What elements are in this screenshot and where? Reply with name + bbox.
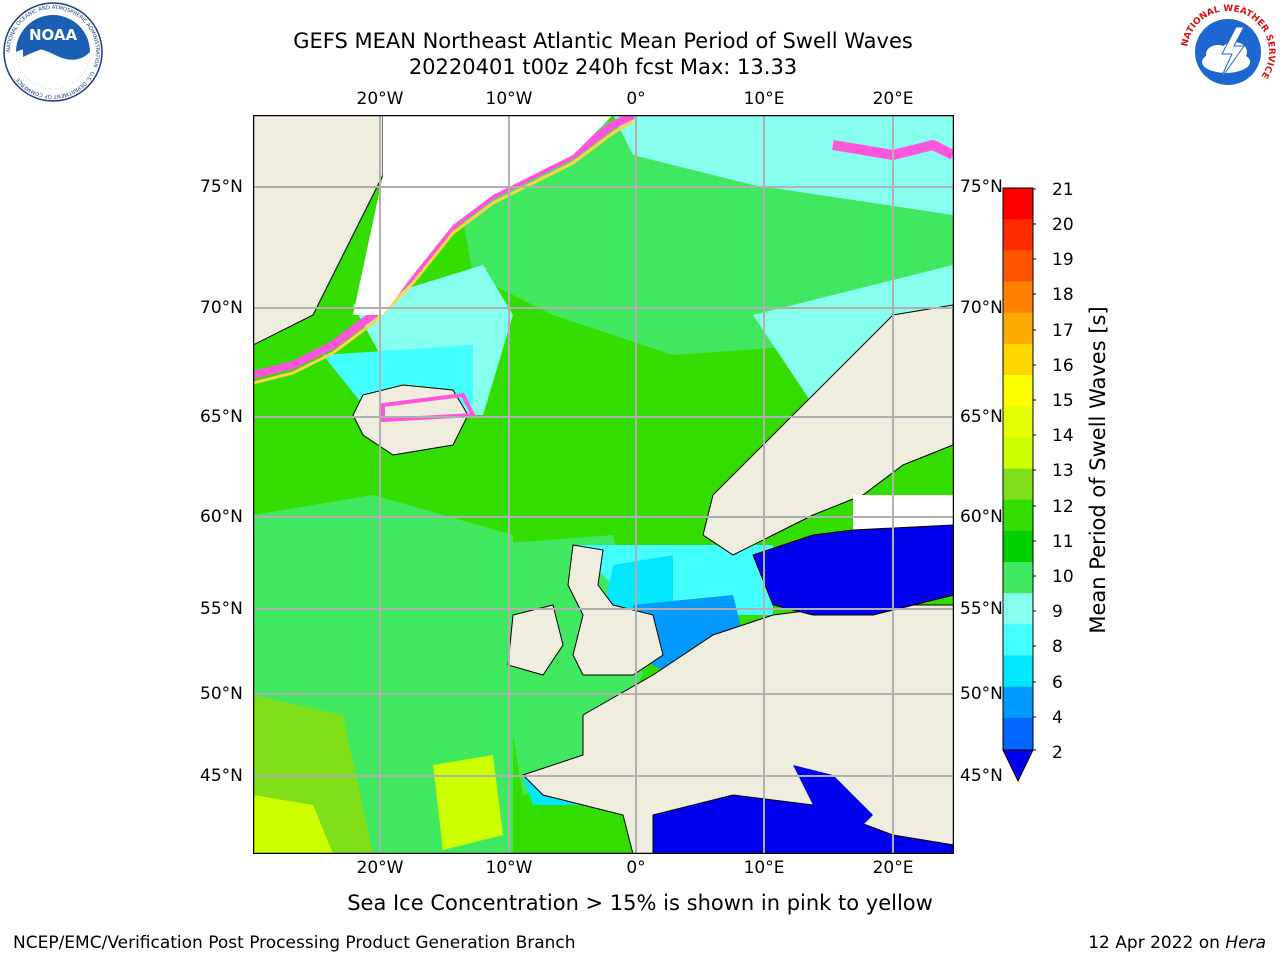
colorbar-tick-4: 4 bbox=[1052, 708, 1063, 728]
noaa-logo: NATIONAL OCEANIC AND ATMOSPHERIC ADMINIS… bbox=[3, 2, 103, 102]
colorbar-segment bbox=[1003, 437, 1033, 469]
colorbar-segment bbox=[1003, 282, 1033, 314]
lat-label-left-75n: 75°N bbox=[200, 177, 243, 197]
lat-label-right-70n: 70°N bbox=[960, 298, 1003, 318]
colorbar-tick-8: 8 bbox=[1052, 637, 1063, 657]
lon-label-top-20w: 20°W bbox=[357, 89, 404, 109]
colorbar-tick-19: 19 bbox=[1052, 250, 1074, 270]
lat-label-left-70n: 70°N bbox=[200, 298, 243, 318]
colorbar-segment bbox=[1003, 250, 1033, 282]
colorbar-segment bbox=[1003, 188, 1033, 220]
lat-label-left-65n: 65°N bbox=[200, 407, 243, 427]
lon-label-top-10e: 10°E bbox=[744, 89, 785, 109]
colorbar-tick-13: 13 bbox=[1052, 461, 1074, 481]
footer-machine: Hera bbox=[1225, 933, 1266, 953]
colorbar bbox=[1000, 187, 1036, 783]
lat-label-right-55n: 55°N bbox=[960, 599, 1003, 619]
colorbar-segment bbox=[1003, 624, 1033, 656]
colorbar-extend-arrow bbox=[1003, 750, 1033, 781]
lon-label-bottom-10e: 10°E bbox=[744, 858, 785, 878]
colorbar-segment bbox=[1003, 313, 1033, 345]
colorbar-segment bbox=[1003, 562, 1033, 594]
colorbar-tick-16: 16 bbox=[1052, 356, 1074, 376]
map-subtitle: 20220401 t00z 240h fcst Max: 13.33 bbox=[0, 54, 1206, 80]
svg-text:NOAA: NOAA bbox=[29, 26, 78, 44]
lon-label-top-0: 0° bbox=[626, 89, 645, 109]
period-12-13-zone-biscay-west bbox=[433, 755, 503, 850]
colorbar-segment bbox=[1003, 656, 1033, 688]
colorbar-segment bbox=[1003, 375, 1033, 407]
colorbar-tick-2: 2 bbox=[1052, 743, 1063, 763]
colorbar-tick-20: 20 bbox=[1052, 215, 1074, 235]
colorbar-segment bbox=[1003, 406, 1033, 438]
lon-label-bottom-20w: 20°W bbox=[357, 858, 404, 878]
lat-label-left-60n: 60°N bbox=[200, 507, 243, 527]
colorbar-tick-10: 10 bbox=[1052, 567, 1074, 587]
lat-label-right-45n: 45°N bbox=[960, 766, 1003, 786]
lon-label-bottom-20e: 20°E bbox=[873, 858, 914, 878]
lon-label-top-20e: 20°E bbox=[873, 89, 914, 109]
colorbar-segment bbox=[1003, 344, 1033, 376]
colorbar-segment bbox=[1003, 500, 1033, 532]
lat-label-right-75n: 75°N bbox=[960, 177, 1003, 197]
colorbar-tick-18: 18 bbox=[1052, 285, 1074, 305]
footer-credit: NCEP/EMC/Verification Post Processing Pr… bbox=[13, 933, 576, 953]
colorbar-segments bbox=[1003, 188, 1033, 781]
lat-label-left-45n: 45°N bbox=[200, 766, 243, 786]
colorbar-tick-14: 14 bbox=[1052, 426, 1074, 446]
sea-ice-caption: Sea Ice Concentration > 15% is shown in … bbox=[0, 891, 1280, 915]
colorbar-segment bbox=[1003, 687, 1033, 719]
footer-date: 12 Apr 2022 on Hera bbox=[1088, 933, 1266, 953]
colorbar-tick-9: 9 bbox=[1052, 602, 1063, 622]
lon-label-bottom-0: 0° bbox=[626, 858, 645, 878]
map-title: GEFS MEAN Northeast Atlantic Mean Period… bbox=[0, 28, 1206, 54]
colorbar-segment bbox=[1003, 469, 1033, 501]
colorbar-segment bbox=[1003, 718, 1033, 750]
colorbar-segment bbox=[1003, 593, 1033, 625]
colorbar-tick-21: 21 bbox=[1052, 180, 1074, 200]
lon-label-top-10w: 10°W bbox=[486, 89, 533, 109]
lat-label-right-60n: 60°N bbox=[960, 507, 1003, 527]
colorbar-title: Mean Period of Swell Waves [s] bbox=[1086, 306, 1110, 633]
colorbar-segment bbox=[1003, 531, 1033, 563]
colorbar-tick-6: 6 bbox=[1052, 673, 1063, 693]
colorbar-tick-15: 15 bbox=[1052, 391, 1074, 411]
lat-label-right-65n: 65°N bbox=[960, 407, 1003, 427]
lon-label-bottom-10w: 10°W bbox=[486, 858, 533, 878]
colorbar-tick-17: 17 bbox=[1052, 321, 1074, 341]
footer-date-text: 12 Apr 2022 on bbox=[1088, 933, 1220, 953]
colorbar-tick-12: 12 bbox=[1052, 497, 1074, 517]
nws-logo: NATIONAL WEATHER SERVICE bbox=[1178, 2, 1278, 102]
map-plot bbox=[253, 115, 954, 854]
colorbar-segment bbox=[1003, 219, 1033, 251]
lat-label-right-50n: 50°N bbox=[960, 684, 1003, 704]
lat-label-left-50n: 50°N bbox=[200, 684, 243, 704]
lat-label-left-55n: 55°N bbox=[200, 599, 243, 619]
colorbar-tick-11: 11 bbox=[1052, 532, 1074, 552]
